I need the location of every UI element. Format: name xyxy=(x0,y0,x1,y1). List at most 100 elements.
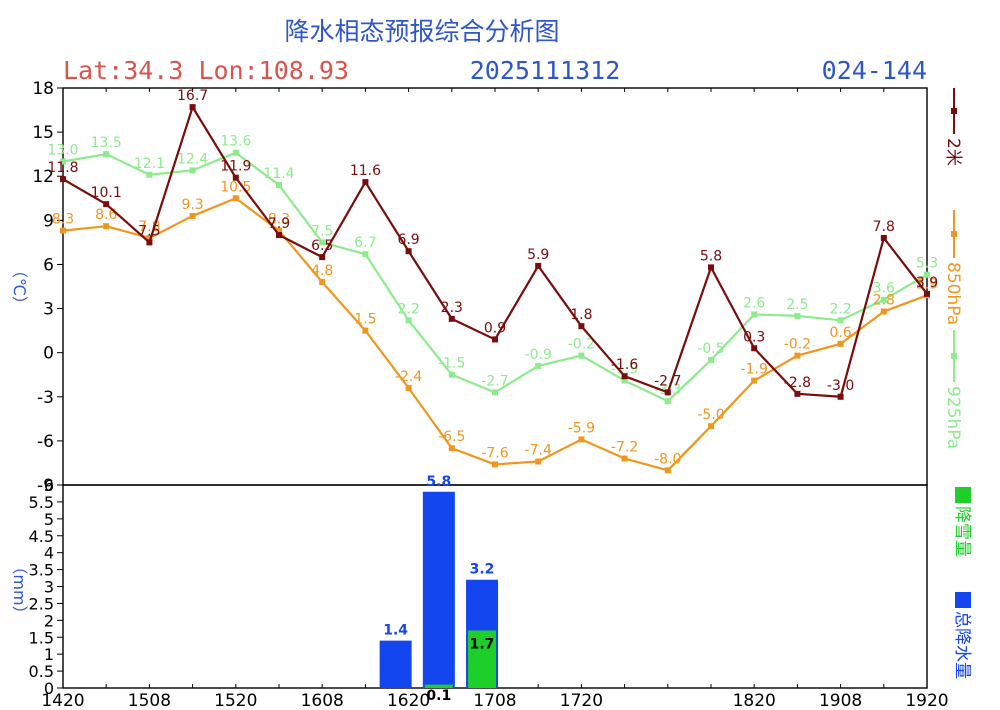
data-label-t2m: 6.9 xyxy=(397,232,419,248)
x-tick-label: 1708 xyxy=(473,691,516,710)
bar-label-snow: 0.1 xyxy=(426,688,451,704)
data-label-t850: 8.6 xyxy=(95,207,117,223)
temperature-panel: 18 15 12 9 6 3 0 -3 -6 -9 13.0 13.5 12.1 12.4 13.6 11.4… xyxy=(32,79,938,496)
bar-label-total-precip: 3.2 xyxy=(470,562,495,578)
precip-y-tick-label: 5 xyxy=(44,510,54,529)
data-point-t925 xyxy=(880,296,887,303)
data-label-t850: -2.4 xyxy=(395,369,422,385)
data-point-t2m xyxy=(621,373,628,380)
data-label-t925: 11.4 xyxy=(263,166,294,182)
data-point-t925 xyxy=(492,389,498,396)
data-point-t850 xyxy=(232,195,239,202)
data-point-t850 xyxy=(276,227,282,234)
series-t850: 8.3 8.6 7.8 9.3 10.5 8.3 4.8 1.5 -2.4 -6.5 -7.6 -7.… xyxy=(52,179,938,474)
data-label-t925: 13.6 xyxy=(220,134,251,150)
data-point-t850 xyxy=(837,340,844,347)
data-label-t2m: 0.3 xyxy=(743,329,765,345)
data-point-t850 xyxy=(880,308,887,315)
data-point-t2m xyxy=(448,315,455,322)
data-label-t850: 0.6 xyxy=(829,325,851,341)
data-label-t925: -1.5 xyxy=(438,356,465,372)
data-label-t850: -8.0 xyxy=(654,451,681,467)
data-label-t850: -5.9 xyxy=(568,420,595,436)
data-point-t925 xyxy=(837,317,844,324)
location-label: Lat:34.3 Lon:108.93 xyxy=(63,56,349,85)
data-point-t925 xyxy=(60,158,66,165)
data-label-t850: 4.8 xyxy=(311,263,333,279)
data-point-t850 xyxy=(448,445,455,452)
data-label-t2m: 5.8 xyxy=(700,248,722,264)
x-tick-label: 1620 xyxy=(387,691,430,710)
x-tick-label: 1508 xyxy=(128,691,171,710)
data-label-t2m: 1.8 xyxy=(570,307,592,323)
data-label-t2m: -1.6 xyxy=(611,357,638,373)
x-tick-label: 1608 xyxy=(301,691,344,710)
data-point-t850 xyxy=(103,223,110,230)
data-point-t925 xyxy=(708,357,714,364)
data-point-t925 xyxy=(276,182,282,189)
data-point-t2m xyxy=(924,290,930,297)
precip-y-tick-label: 4 xyxy=(44,544,54,563)
data-label-t925: 2.2 xyxy=(829,301,851,317)
data-point-t2m xyxy=(276,232,282,239)
data-point-t850 xyxy=(405,384,412,391)
data-label-t850: 10.5 xyxy=(220,179,251,195)
init-time-label: 2025111312 xyxy=(470,56,621,85)
data-label-t850: -0.2 xyxy=(784,337,811,353)
data-label-t925: 12.1 xyxy=(134,156,165,172)
temp-y-tick-label: 18 xyxy=(32,79,54,99)
data-label-t2m: 7.8 xyxy=(873,219,895,235)
data-point-t2m xyxy=(103,201,110,208)
bar-snow xyxy=(468,630,497,688)
x-tick-label: 1820 xyxy=(733,691,776,710)
data-label-t2m: 11.9 xyxy=(220,159,251,175)
data-label-t850: 2.8 xyxy=(873,292,895,308)
data-point-t2m xyxy=(664,389,671,396)
data-point-t925 xyxy=(794,312,801,319)
data-point-t925 xyxy=(578,352,585,359)
data-point-t850 xyxy=(578,436,585,443)
data-point-t925 xyxy=(621,377,628,384)
data-label-t2m: 16.7 xyxy=(177,88,208,104)
temp-y-tick-label: -6 xyxy=(37,432,54,452)
temperature-axis-label: （℃） xyxy=(10,262,29,312)
temperature-plot-frame xyxy=(62,87,928,486)
data-point-t850 xyxy=(362,327,369,334)
data-label-t925: -0.2 xyxy=(568,337,595,353)
data-label-t850: -7.4 xyxy=(525,442,552,458)
precip-y-tick-label: 2 xyxy=(44,611,54,630)
data-point-t925 xyxy=(189,167,196,174)
data-label-t2m: 0.9 xyxy=(484,320,506,336)
data-label-t925: 7.5 xyxy=(311,223,333,239)
data-point-t925 xyxy=(751,311,758,318)
series-t925: 13.0 13.5 12.1 12.4 13.6 11.4 7.5 6.7 2.2 -1.5 -2.… xyxy=(47,134,938,405)
precip-y-tick-label: 3 xyxy=(44,578,54,597)
data-label-t2m: 6.5 xyxy=(311,238,333,254)
data-label-t925: 13.0 xyxy=(47,143,78,159)
x-tick-label: 1720 xyxy=(560,691,603,710)
data-label-t850: 8.3 xyxy=(52,212,74,228)
data-label-t925: 2.5 xyxy=(786,297,808,313)
bar-snow xyxy=(424,684,453,688)
data-label-t2m: 10.1 xyxy=(91,185,122,201)
data-point-t2m xyxy=(751,345,758,352)
data-point-t925 xyxy=(146,171,153,178)
data-label-t925: 2.6 xyxy=(743,295,765,311)
data-point-t2m xyxy=(535,262,542,269)
precip-y-tick-label: 3.5 xyxy=(29,561,54,580)
data-point-t850 xyxy=(492,461,498,468)
legend-925hpa-label: 925hPa xyxy=(943,386,963,449)
data-point-t2m xyxy=(319,254,326,261)
bar-total-precip xyxy=(379,640,412,688)
data-point-t850 xyxy=(751,377,758,384)
data-point-t2m xyxy=(232,174,239,181)
data-point-t850 xyxy=(664,467,671,474)
data-point-t2m xyxy=(708,264,714,271)
legend-850hpa-marker xyxy=(951,231,957,237)
x-tick-label: 1908 xyxy=(819,691,862,710)
data-point-t925 xyxy=(448,371,455,378)
precip-y-tick-label: 2.5 xyxy=(29,594,54,613)
data-label-t2m: 7.5 xyxy=(138,223,160,239)
temp-y-tick-label: 9 xyxy=(43,211,54,231)
